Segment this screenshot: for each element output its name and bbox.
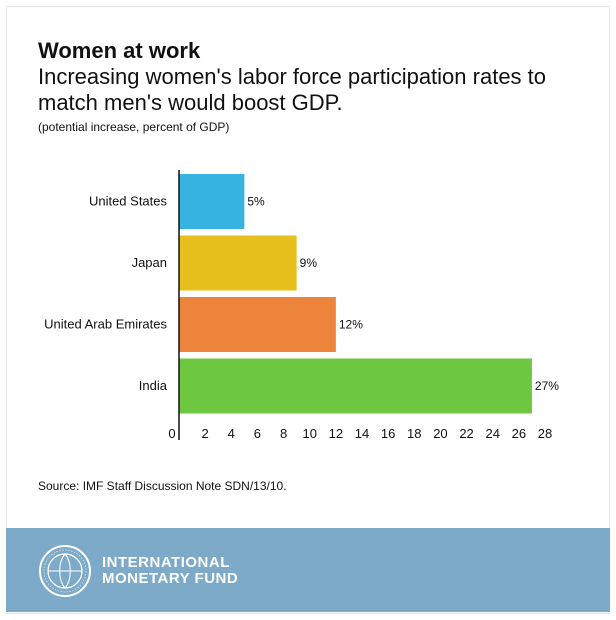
- category-label-0: United States: [89, 194, 168, 209]
- unit-note: (potential increase, percent of GDP): [38, 120, 230, 134]
- bar-2: [179, 297, 336, 352]
- imf-seal-icon: [39, 545, 91, 597]
- x-tick-label-0: 0: [168, 426, 175, 441]
- x-tick-label-14: 28: [538, 426, 552, 441]
- org-name-line2: MONETARY FUND: [102, 570, 239, 587]
- category-label-3: India: [139, 378, 168, 393]
- x-tick-label-8: 16: [381, 426, 395, 441]
- data-label-2: 12%: [339, 318, 363, 332]
- category-label-1: Japan: [132, 255, 167, 270]
- bar-3: [179, 358, 532, 414]
- bar-0: [179, 174, 245, 229]
- org-name: INTERNATIONAL MONETARY FUND: [102, 555, 238, 587]
- bar-chart: United States 5% Japan 9% United Arab Emirat…: [44, 170, 559, 441]
- x-tick-label-13: 26: [512, 426, 526, 441]
- x-tick-label-2: 4: [228, 426, 235, 441]
- x-tick-label-4: 8: [280, 426, 287, 441]
- data-label-1: 9%: [300, 256, 318, 270]
- bar-1: [179, 235, 297, 291]
- x-tick-label-9: 18: [407, 426, 421, 441]
- source-note: Source: IMF Staff Discussion Note SDN/13…: [38, 479, 287, 493]
- category-label-2: United Arab Emirates: [44, 317, 167, 332]
- org-name-line1: INTERNATIONAL: [102, 554, 230, 571]
- footer-banner: INTERNATIONAL MONETARY FUND: [6, 528, 610, 612]
- data-label-0: 5%: [247, 195, 265, 209]
- x-tick-label-10: 20: [433, 426, 447, 441]
- x-tick-label-1: 2: [202, 426, 209, 441]
- x-tick-label-11: 22: [459, 426, 473, 441]
- chart-subtitle: Increasing women's labor force participa…: [38, 64, 547, 115]
- x-tick-label-5: 10: [302, 426, 316, 441]
- chart-title: Women at work: [38, 38, 201, 63]
- data-label-3: 27%: [535, 379, 559, 393]
- x-tick-label-12: 24: [485, 426, 499, 441]
- x-tick-label-7: 14: [355, 426, 369, 441]
- x-tick-label-6: 12: [329, 426, 343, 441]
- x-tick-label-3: 6: [254, 426, 261, 441]
